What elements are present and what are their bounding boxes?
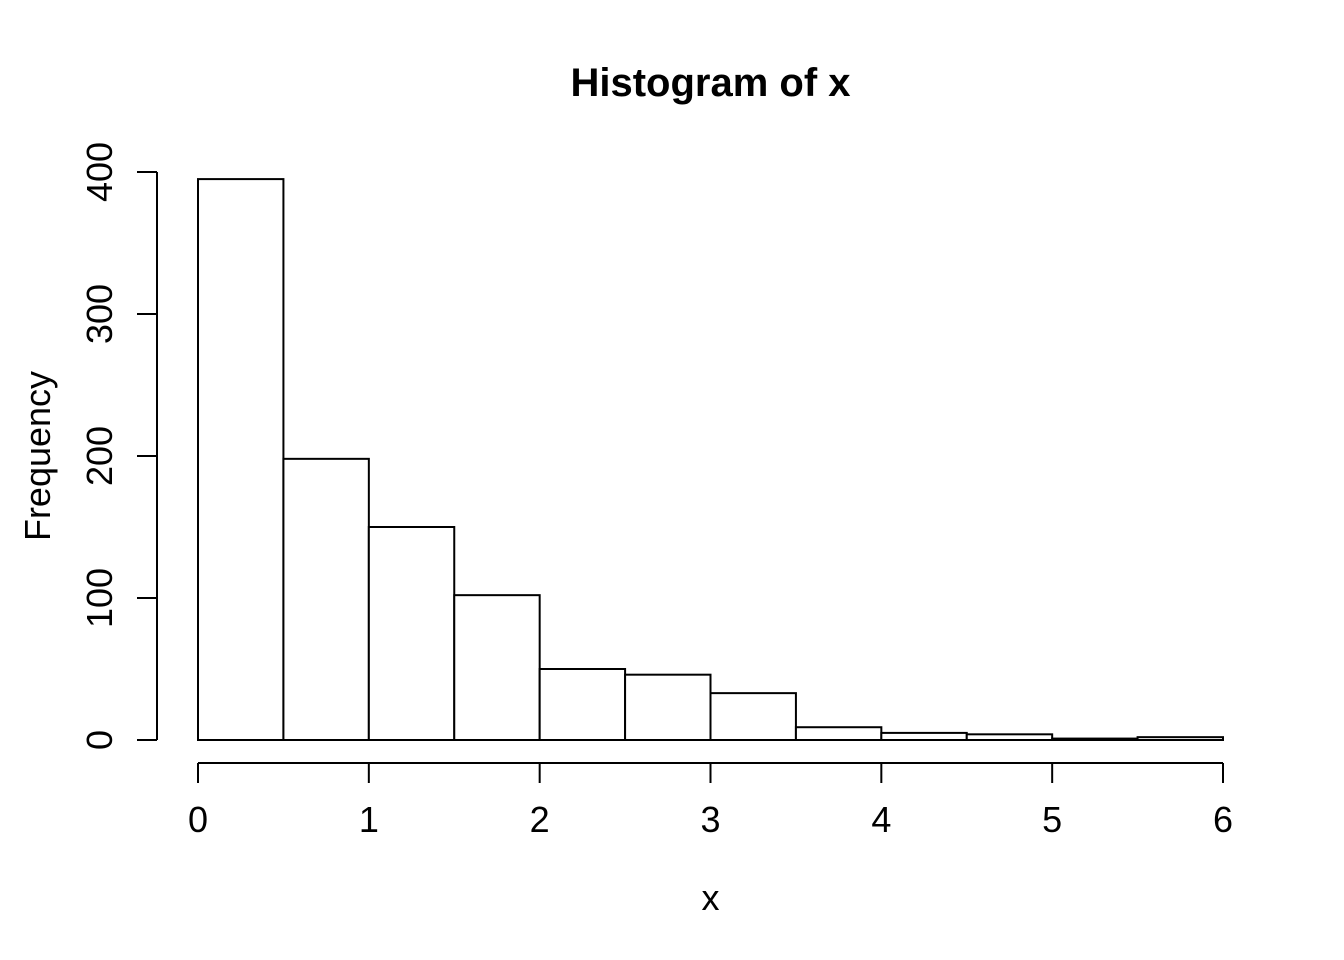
x-tick-label: 2 (530, 799, 550, 840)
y-tick-label: 300 (79, 284, 120, 344)
histogram-bar (965, 733, 1054, 742)
x-tick-label: 6 (1213, 799, 1233, 840)
histogram-bar (282, 457, 370, 741)
histogram-bars (197, 178, 1224, 742)
x-axis-label: x (702, 877, 720, 918)
y-axis-label: Frequency (17, 371, 58, 541)
y-tick-label: 0 (79, 730, 120, 750)
histogram-bar (1051, 737, 1139, 742)
y-tick-label: 100 (79, 568, 120, 628)
x-tick-label: 3 (700, 799, 720, 840)
x-axis: 0 1 2 3 4 5 6 (188, 762, 1233, 840)
histogram-bar (367, 526, 456, 741)
histogram-bar (197, 178, 285, 742)
histogram-bar (880, 731, 968, 742)
histogram-bar (1136, 736, 1224, 741)
y-tick-label: 400 (79, 142, 120, 202)
histogram-bar (624, 673, 712, 741)
x-tick-label: 4 (871, 799, 891, 840)
y-axis: 0 100 200 300 400 (79, 142, 158, 750)
histogram-bar (453, 594, 541, 741)
chart-title: Histogram of x (570, 61, 850, 105)
x-tick-label: 5 (1042, 799, 1062, 840)
histogram-bar (709, 692, 797, 742)
x-tick-label: 1 (359, 799, 379, 840)
histogram-bar (538, 668, 627, 741)
y-tick-label: 200 (79, 426, 120, 486)
histogram-bar (794, 726, 883, 741)
x-tick-label: 0 (188, 799, 208, 840)
